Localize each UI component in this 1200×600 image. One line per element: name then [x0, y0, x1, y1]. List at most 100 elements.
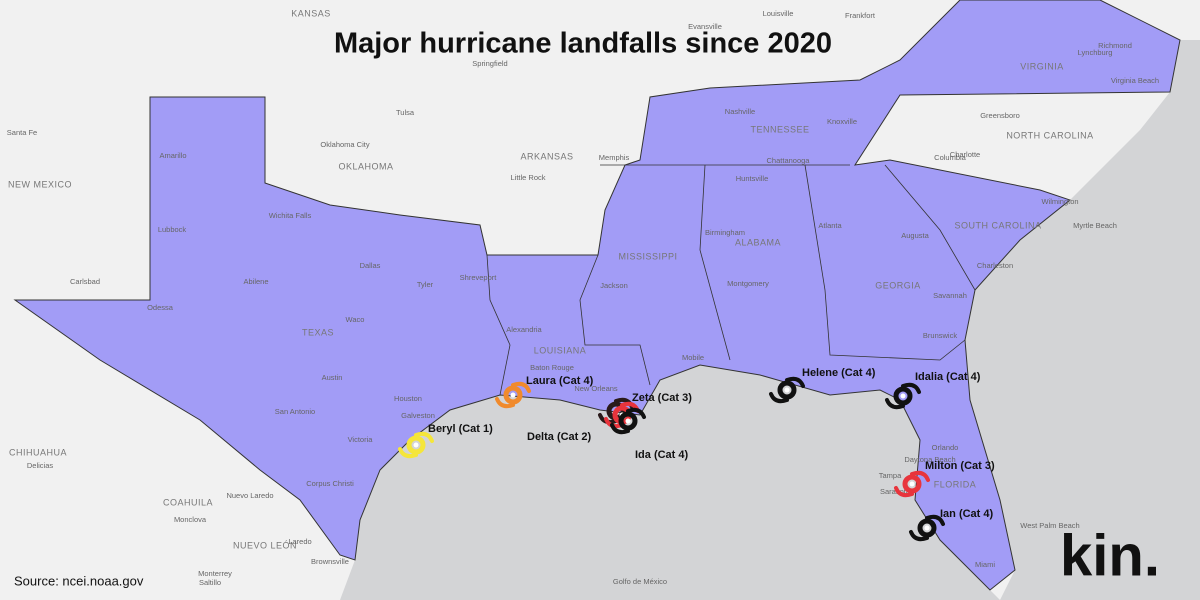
city-label: Orlando — [932, 443, 959, 452]
state-label: KANSAS — [291, 8, 331, 18]
eye-center — [909, 481, 915, 487]
atlantic — [965, 40, 1200, 600]
city-label: Carlsbad — [70, 277, 100, 286]
city-label: Greensboro — [980, 111, 1020, 120]
eye — [917, 518, 937, 538]
city-label: Sarasota — [880, 487, 911, 496]
city-label: San Antonio — [275, 407, 315, 416]
city-label: Corpus Christi — [306, 479, 354, 488]
city-label: Austin — [322, 373, 343, 382]
spiral-arm — [495, 381, 531, 409]
city-label: Lubbock — [158, 225, 187, 234]
city-label: Louisville — [763, 9, 794, 18]
hurricane-label: Laura (Cat 4) — [526, 375, 594, 387]
state-label: COAHUILA — [163, 497, 213, 507]
city-label: Waco — [346, 315, 365, 324]
city-label: Birmingham — [705, 228, 745, 237]
hurricane-label: Ida (Cat 4) — [635, 449, 689, 461]
state-label: TEXAS — [302, 327, 334, 337]
city-label: Virginia Beach — [1111, 76, 1159, 85]
city-label: Montgomery — [727, 279, 769, 288]
city-label: Wichita Falls — [269, 211, 312, 220]
eye — [503, 385, 523, 405]
city-label: Huntsville — [736, 174, 769, 183]
city-label: Tyler — [417, 280, 434, 289]
city-label: West Palm Beach — [1020, 521, 1079, 530]
hurricane-icon — [495, 381, 531, 409]
city-label: Santa Fe — [7, 128, 37, 137]
city-labels: Houston Dallas Austin San Antonio Amarillo Lu… — [7, 9, 1159, 587]
hurricane-label: Ian (Cat 4) — [940, 508, 994, 520]
state-label: OKLAHOMA — [338, 161, 393, 171]
city-label: Abilene — [243, 277, 268, 286]
city-label: Shreveport — [460, 273, 498, 282]
state-borders — [486, 164, 976, 396]
logo: kin. — [1060, 523, 1160, 588]
spiral-arm — [894, 470, 930, 498]
eye — [406, 435, 426, 455]
city-label: Lynchburg — [1078, 48, 1113, 57]
city-label: Houston — [394, 394, 422, 403]
city-label: Oklahoma City — [320, 140, 369, 149]
city-label: Nashville — [725, 107, 755, 116]
city-label: Miami — [975, 560, 995, 569]
hurricane-icon — [894, 470, 930, 498]
hurricanes: Beryl (Cat 1) Laura (Cat 4) Delta (Cat 2) Z… — [398, 367, 995, 542]
city-label: Richmond — [1098, 41, 1132, 50]
city-label: Monclova — [174, 515, 207, 524]
city-label: Mobile — [682, 353, 704, 362]
state-label: FLORIDA — [934, 479, 977, 489]
eye — [893, 386, 913, 406]
source: Source: ncei.noaa.gov — [14, 573, 144, 588]
eye — [777, 380, 797, 400]
state-label: TENNESSEE — [750, 124, 809, 134]
city-label: Chattanooga — [767, 156, 811, 165]
city-label: Augusta — [901, 231, 929, 240]
city-label: Frankfort — [845, 11, 876, 20]
eye-center — [413, 442, 419, 448]
city-label: Atlanta — [818, 221, 842, 230]
eye — [902, 474, 922, 494]
state-label: ARKANSAS — [520, 151, 573, 161]
city-label: Dallas — [360, 261, 381, 270]
spiral-arm — [909, 514, 945, 542]
hurricane-label: Delta (Cat 2) — [527, 431, 592, 443]
hurricane-label: Zeta (Cat 3) — [632, 392, 692, 404]
hurricane-label: Helene (Cat 4) — [802, 367, 876, 379]
state-label: GEORGIA — [875, 280, 921, 290]
city-label: New Orleans — [574, 384, 618, 393]
state-label: VIRGINIA — [1020, 61, 1064, 71]
city-label: Amarillo — [159, 151, 186, 160]
hurricane-label: Milton (Cat 3) — [925, 460, 995, 472]
eye-center — [900, 393, 906, 399]
city-label: Springfield — [472, 59, 507, 68]
city-label: Alexandria — [506, 325, 542, 334]
eye-center — [924, 525, 930, 531]
spiral-arm — [610, 407, 646, 435]
city-label: Knoxville — [827, 117, 857, 126]
city-label: Monterrey — [198, 569, 232, 578]
city-label: Tulsa — [396, 108, 415, 117]
city-label: Jackson — [600, 281, 628, 290]
hurricane-icon — [398, 431, 434, 459]
state-label: NORTH CAROLINA — [1006, 130, 1093, 140]
city-label: Tampa — [879, 471, 902, 480]
city-label: Golfo de México — [613, 577, 667, 586]
city-label: Evansville — [688, 22, 722, 31]
city-label: Odessa — [147, 303, 174, 312]
eye-center — [625, 418, 631, 424]
title: Major hurricane landfalls since 2020 — [334, 28, 832, 60]
eye-center — [784, 387, 790, 393]
spiral-arm — [769, 376, 805, 404]
hurricane-label: Idalia (Cat 4) — [915, 371, 981, 383]
city-label: Charlotte — [950, 150, 980, 159]
city-label: Savannah — [933, 291, 967, 300]
eye-center — [510, 392, 516, 398]
city-label: Little Rock — [510, 173, 545, 182]
city-label: Daytona Beach — [904, 455, 955, 464]
state-labels: TEXAS LOUISIANA MISSISSIPPI ALABAMA GEORGIA F… — [8, 8, 1093, 550]
city-label: Baton Rouge — [530, 363, 574, 372]
hurricane-icon — [610, 407, 646, 435]
state-label: MISSISSIPPI — [618, 251, 677, 261]
